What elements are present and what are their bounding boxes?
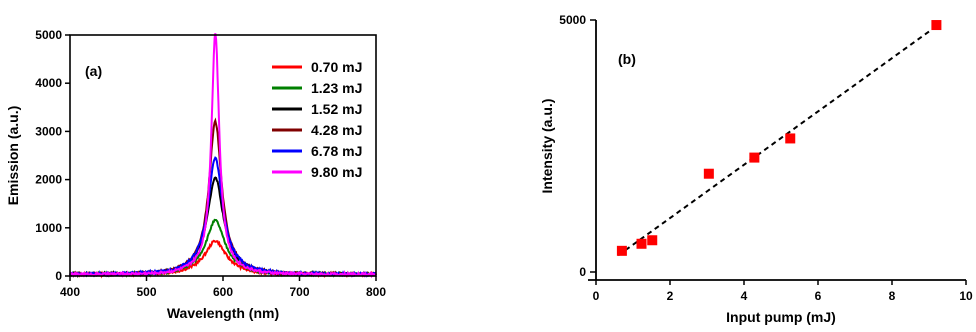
data-point <box>616 245 627 256</box>
emission-axis-ticks: 400 500 600 700 800 0 1000 2000 3000 4000 5000 <box>35 28 386 299</box>
emission-spectra-chart: 400 500 600 700 800 0 1000 2000 3000 4000 5000 (a)… <box>5 28 386 321</box>
emission-x-tick-label: 400 <box>60 285 80 299</box>
emission-x-tick-label: 700 <box>289 285 309 299</box>
data-point <box>647 235 658 246</box>
intensity-x-tick-label: 6 <box>815 289 822 303</box>
emission-y-tick-label: 3000 <box>35 124 62 138</box>
emission-y-tick-label: 1000 <box>35 221 62 235</box>
intensity-y-axis-label: Intensity (a.u.) <box>539 99 555 194</box>
emission-x-tick-label: 600 <box>213 285 233 299</box>
intensity-axis-ticks: 0 2 4 6 8 10 0 5000 <box>559 13 973 303</box>
data-point <box>785 133 796 144</box>
panel-label-b: (b) <box>618 51 636 67</box>
intensity-x-axis-label: Input pump (mJ) <box>726 309 836 325</box>
emission-y-tick-label: 4000 <box>35 76 62 90</box>
linear-fit-line <box>617 22 941 257</box>
data-point <box>931 20 942 31</box>
legend-entry: 1.52 mJ <box>311 101 362 117</box>
intensity-y-tick-label: 5000 <box>559 13 586 27</box>
emission-legend: 0.70 mJ 1.23 mJ 1.52 mJ 4.28 mJ 6.78 mJ 9.80 … <box>272 59 362 180</box>
emission-y-tick-label: 5000 <box>35 28 62 42</box>
intensity-x-tick-label: 10 <box>959 289 973 303</box>
emission-plot-area <box>69 33 377 279</box>
emission-y-tick-label: 2000 <box>35 173 62 187</box>
emission-x-tick-label: 800 <box>366 285 386 299</box>
intensity-y-tick-label: 0 <box>579 265 586 279</box>
intensity-plot-area <box>616 20 942 257</box>
legend-entry: 1.23 mJ <box>311 80 362 96</box>
legend-entry: 6.78 mJ <box>311 143 362 159</box>
data-point <box>636 238 647 249</box>
legend-entry: 0.70 mJ <box>311 59 362 75</box>
legend-entry: 9.80 mJ <box>311 164 362 180</box>
emission-y-tick-label: 0 <box>55 269 62 283</box>
intensity-x-tick-label: 4 <box>741 289 748 303</box>
emission-series-line <box>69 239 377 279</box>
intensity-x-tick-label: 2 <box>667 289 674 303</box>
data-point <box>749 152 760 163</box>
emission-x-axis-label: Wavelength (nm) <box>167 305 279 321</box>
intensity-axes <box>588 20 966 281</box>
emission-x-tick-label: 500 <box>136 285 156 299</box>
emission-y-axis-label: Emission (a.u.) <box>5 106 21 206</box>
intensity-x-tick-label: 0 <box>593 289 600 303</box>
panel-label-a: (a) <box>85 63 102 79</box>
emission-series-line <box>69 33 377 279</box>
intensity-x-tick-label: 8 <box>889 289 896 303</box>
intensity-vs-pump-chart: 0 2 4 6 8 10 0 5000 (b) Input pump (mJ) Intensi… <box>539 13 973 325</box>
data-point <box>703 168 714 179</box>
legend-entry: 4.28 mJ <box>311 122 362 138</box>
emission-series-line <box>69 218 377 278</box>
